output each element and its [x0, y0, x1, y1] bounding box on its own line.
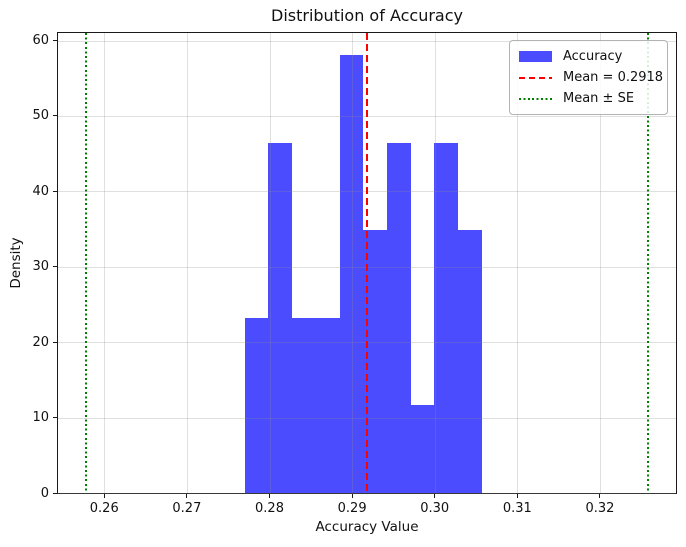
y-axis-label: Density	[8, 237, 24, 289]
y-tick-mark	[53, 190, 57, 192]
legend-item-mean: Mean = 0.2918	[519, 67, 663, 88]
y-tick-mark	[53, 492, 57, 494]
vertical-gridline	[269, 33, 271, 493]
vertical-gridline	[352, 33, 354, 493]
blue-patch-swatch	[519, 51, 552, 62]
red-dashed-line-swatch	[519, 76, 552, 79]
mean-plus-minus-se-line	[85, 33, 87, 493]
x-tick-label: 0.26	[89, 501, 119, 516]
y-tick-label: 60	[32, 33, 49, 49]
vertical-gridline	[104, 33, 106, 493]
x-tick-mark	[103, 494, 105, 498]
histogram-bar	[458, 230, 482, 493]
histogram-bar	[292, 317, 316, 493]
vertical-gridline	[517, 33, 519, 493]
mean-plus-minus-se-line	[647, 33, 649, 493]
reference-lines-layer	[58, 33, 676, 493]
x-tick-label: 0.28	[255, 501, 284, 516]
histogram-bar	[339, 54, 364, 493]
chart-title: Distribution of Accuracy	[271, 6, 463, 25]
x-tick-label: 0.30	[420, 501, 450, 516]
histogram-bar	[315, 317, 340, 493]
histogram-bar	[410, 405, 435, 493]
x-tick-mark	[269, 494, 270, 498]
x-tick-label: 0.31	[502, 501, 532, 516]
y-tick-label: 50	[32, 108, 49, 124]
x-tick-label: 0.32	[585, 501, 615, 516]
vertical-gridline	[599, 33, 601, 493]
y-tick-label: 10	[32, 410, 49, 426]
vertical-gridline	[186, 33, 188, 493]
x-tick-label: 0.29	[337, 501, 367, 516]
legend-label: Mean = 0.2918	[563, 70, 664, 85]
x-tick-mark	[599, 494, 601, 498]
y-tick-label: 20	[32, 334, 49, 350]
y-tick-mark	[53, 417, 57, 419]
y-tick-label: 0	[40, 485, 49, 501]
x-tick-mark	[434, 494, 436, 498]
histogram-bar	[434, 142, 459, 493]
histogram-bar	[363, 230, 387, 493]
legend-label: Accuracy	[563, 49, 623, 64]
y-tick-mark	[53, 40, 57, 42]
y-tick-label: 40	[32, 183, 49, 199]
x-tick-mark	[516, 494, 518, 498]
histogram-bars-layer	[58, 33, 676, 493]
y-tick-mark	[53, 341, 57, 343]
y-tick-label: 30	[32, 259, 49, 275]
vertical-gridline	[434, 33, 436, 493]
x-tick-label: 0.27	[172, 501, 202, 516]
x-axis-label: Accuracy Value	[315, 519, 419, 535]
legend-label: Mean ± SE	[563, 91, 635, 106]
legend-item-mean-se: Mean ± SE	[519, 88, 659, 109]
green-dotted-line-swatch	[519, 97, 552, 100]
plot-area: Accuracy Mean = 0.2918 Mean ± SE	[57, 32, 677, 494]
histogram-bar	[386, 142, 411, 493]
y-tick-mark	[53, 115, 57, 117]
legend-item-accuracy: Accuracy	[519, 46, 659, 67]
histogram-bar	[244, 317, 269, 493]
histogram-bar	[268, 142, 293, 493]
horizontal-gridline	[58, 493, 676, 494]
x-tick-mark	[351, 494, 353, 498]
mean-line	[366, 33, 368, 493]
legend: Accuracy Mean = 0.2918 Mean ± SE	[509, 40, 668, 115]
y-tick-mark	[53, 266, 57, 268]
x-tick-mark	[186, 494, 188, 498]
